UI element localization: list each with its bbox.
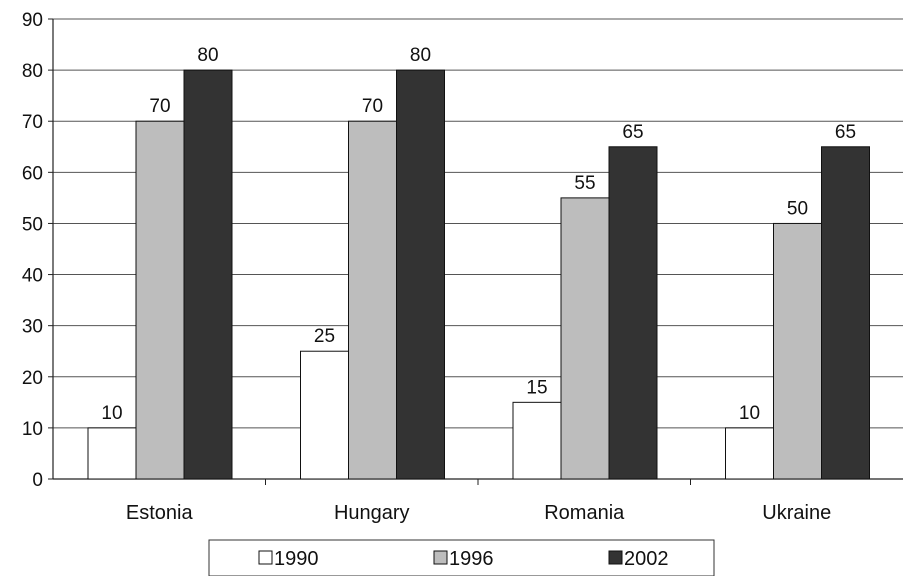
category-label: Romania <box>544 502 625 524</box>
y-tick-label: 80 <box>22 61 43 82</box>
data-label: 55 <box>574 173 595 194</box>
bar-1996-hungary <box>348 120 397 480</box>
y-tick-label: 30 <box>22 317 43 338</box>
bar-1990-hungary <box>300 350 349 480</box>
legend-label-2002: 2002 <box>624 548 669 570</box>
data-label: 65 <box>622 122 643 143</box>
y-tick-label: 40 <box>22 266 43 287</box>
bar-1990-romania <box>512 401 562 480</box>
data-label: 80 <box>197 45 218 66</box>
legend-label-1996: 1996 <box>449 548 494 570</box>
y-tick-label: 70 <box>22 112 43 133</box>
data-label: 15 <box>526 377 547 398</box>
bar-1996-ukraine <box>773 222 822 480</box>
legend-label-1990: 1990 <box>274 548 319 570</box>
bar-2002-ukraine <box>821 146 870 480</box>
data-label: 70 <box>362 96 383 117</box>
category-label: Estonia <box>126 502 194 524</box>
data-label: 65 <box>835 122 856 143</box>
category-label: Ukraine <box>762 502 831 524</box>
bar-1996-estonia <box>135 120 185 480</box>
y-tick-label: 50 <box>22 214 43 235</box>
bar-2002-estonia <box>183 69 233 480</box>
bars <box>87 69 870 480</box>
data-label: 70 <box>149 96 170 117</box>
data-label: 25 <box>314 326 335 347</box>
category-label: Hungary <box>334 502 410 524</box>
bar-2002-romania <box>608 146 658 480</box>
y-tick-label: 90 <box>22 10 43 31</box>
legend-swatch-1990 <box>258 550 273 565</box>
legend: 1990 1996 2002 <box>208 539 715 576</box>
data-label: 80 <box>410 45 431 66</box>
data-label: 50 <box>787 198 808 219</box>
data-label: 10 <box>739 403 760 424</box>
legend-box <box>208 539 715 576</box>
y-tick-label: 60 <box>22 163 43 184</box>
bar-2002-hungary <box>396 69 445 480</box>
bar-1990-estonia <box>87 427 137 480</box>
y-tick-label: 10 <box>22 419 43 440</box>
legend-swatch-1996 <box>433 550 448 565</box>
axes: 0 10 20 30 40 50 60 70 80 90 Estonia Hungary Romania… <box>22 10 903 524</box>
legend-swatch-2002 <box>608 550 623 565</box>
y-tick-label: 20 <box>22 368 43 389</box>
bar-1996-romania <box>560 197 610 480</box>
data-labels: 10 70 80 25 70 80 15 55 65 10 50 65 <box>101 45 856 424</box>
data-label: 10 <box>101 403 122 424</box>
bar-1990-ukraine <box>725 427 774 480</box>
y-tick-label: 0 <box>32 470 43 491</box>
